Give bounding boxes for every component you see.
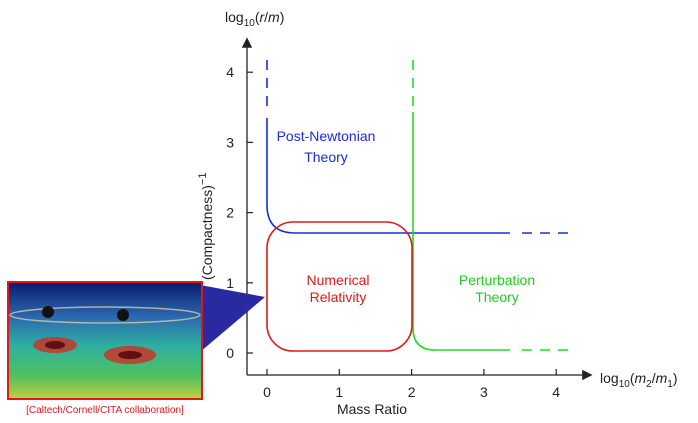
- region-label: Perturbation: [459, 272, 535, 288]
- region-label: Theory: [304, 149, 348, 165]
- y-axis-title: log10(r/m): [225, 9, 284, 29]
- y-tick-label: 4: [226, 64, 234, 80]
- diagram: 0 1 2 3 4 0 1 2 3 4 log10(r/m) (Compactness)−1 lo…: [0, 0, 698, 423]
- y-tick-label: 3: [226, 134, 234, 150]
- region-label: Relativity: [310, 289, 367, 305]
- perturbation-boundary: [413, 60, 572, 350]
- x-tick-label: 4: [552, 384, 560, 400]
- region-label: Numerical: [306, 272, 369, 288]
- x-axis-title: log10(m2/m1): [600, 370, 678, 390]
- simulation-image: [8, 282, 202, 399]
- x-tick-label: 1: [335, 384, 343, 400]
- y-tick-label: 2: [226, 205, 234, 221]
- x-tick-label: 2: [408, 384, 416, 400]
- y-axis-subtitle: (Compactness)−1: [197, 173, 215, 280]
- y-tick-label: 0: [226, 345, 234, 361]
- x-tick-label: 0: [263, 384, 271, 400]
- x-tick-label: 3: [480, 384, 488, 400]
- region-label: Post-Newtonian: [277, 128, 376, 144]
- region-label: Theory: [475, 289, 519, 305]
- x-axis-subtitle: Mass Ratio: [337, 401, 407, 417]
- callout: [200, 285, 265, 352]
- y-tick-label: 1: [226, 275, 234, 291]
- post-newtonian-boundary: [267, 60, 572, 233]
- image-caption: [Caltech/Cornell/CITA collaboration]: [26, 405, 184, 416]
